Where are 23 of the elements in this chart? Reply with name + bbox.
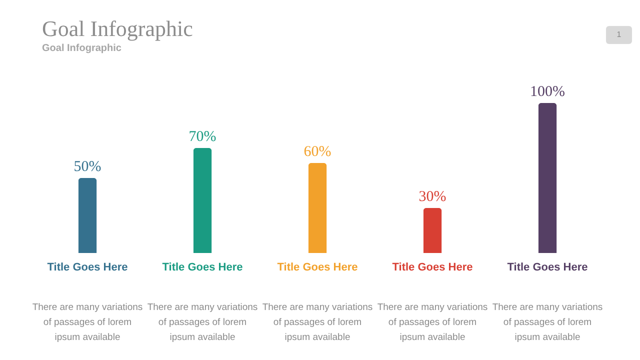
data-label: 50%: [74, 159, 102, 175]
data-label: 30%: [418, 189, 446, 205]
bar: [538, 103, 557, 253]
data-label: 60%: [304, 144, 332, 160]
data-label: 70%: [188, 129, 216, 145]
x-tick-label: Title Goes Here: [507, 262, 588, 274]
chart-subtitle: Goal Infographic: [42, 43, 122, 54]
x-tick-label: Title Goes Here: [392, 262, 473, 274]
bar: [78, 178, 97, 253]
data-label: 100%: [530, 84, 565, 100]
x-tick-label: Title Goes Here: [47, 262, 128, 274]
text: There are many variations of passages of lorem ipsum available: [492, 301, 604, 345]
bar: [423, 208, 442, 253]
text: There are many variations of passages of lorem ipsum available: [146, 301, 258, 345]
text: There are many variations of passages of lorem ipsum available: [262, 301, 374, 345]
text: 1: [606, 26, 632, 44]
text: There are many variations of passages of lorem ipsum available: [376, 301, 488, 345]
chart-title: Goal Infographic: [42, 16, 194, 41]
bar: [308, 163, 327, 253]
bar: [193, 148, 212, 253]
x-tick-label: Title Goes Here: [162, 262, 243, 274]
x-tick-label: Title Goes Here: [277, 262, 358, 274]
text: There are many variations of passages of lorem ipsum available: [32, 301, 144, 345]
